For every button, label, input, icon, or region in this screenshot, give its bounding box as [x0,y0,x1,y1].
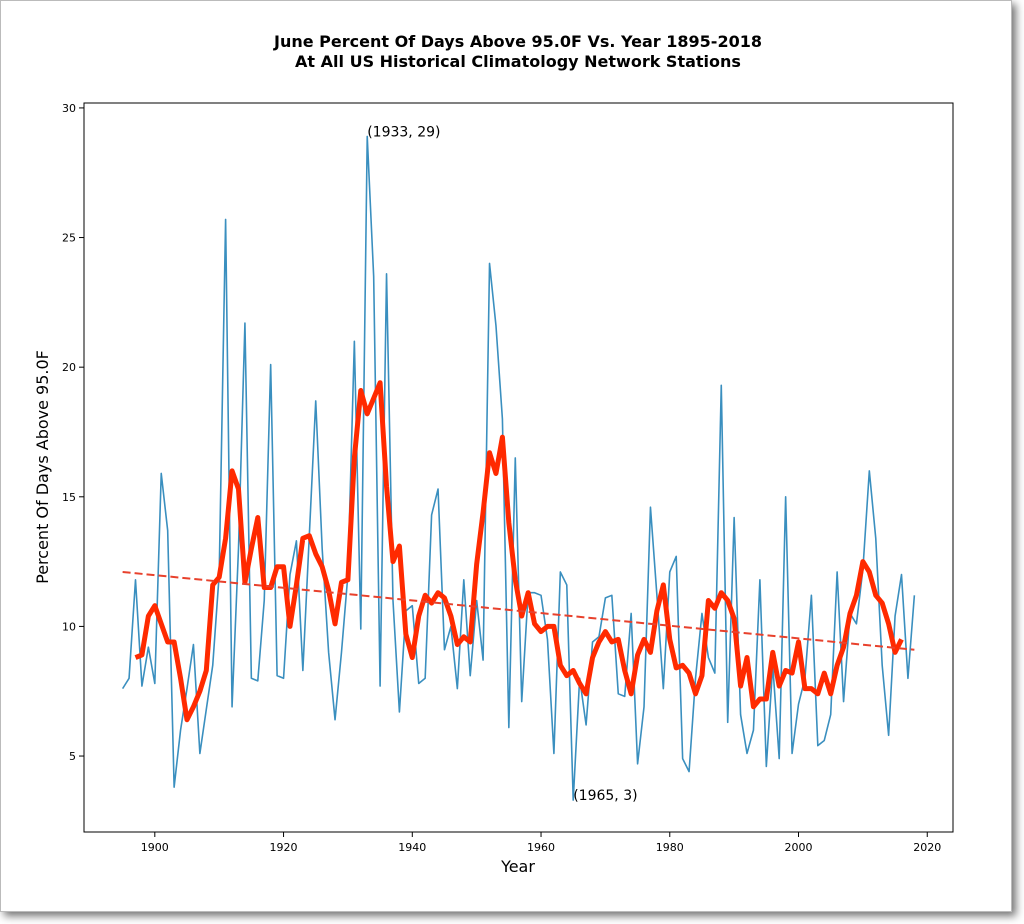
chart-title: June Percent Of Days Above 95.0F Vs. Yea… [273,32,762,51]
x-tick-label: 1920 [270,841,298,854]
data-line [121,135,916,801]
x-tick-label: 1940 [398,841,426,854]
y-axis-label: Percent Of Days Above 95.0F [33,350,52,584]
data-line [122,570,915,651]
x-axis-label: Year [500,857,535,876]
x-tick-label: 1900 [141,841,169,854]
y-tick-label: 25 [62,232,76,245]
x-tick-label: 2020 [913,841,941,854]
annotation: (1933, 29) [367,124,440,140]
y-tick-label: 10 [62,620,76,633]
plot-frame [83,102,954,833]
annotation: (1965, 3) [573,788,637,804]
x-tick-label: 1960 [527,841,555,854]
chart-title: At All US Historical Climatology Network… [295,52,741,71]
x-tick-label: 1980 [656,841,684,854]
y-tick-label: 30 [62,102,76,115]
y-tick-label: 15 [62,491,76,504]
y-tick-label: 20 [62,361,76,374]
x-tick-label: 2000 [785,841,813,854]
data-line [134,380,904,723]
y-tick-label: 5 [69,750,76,763]
